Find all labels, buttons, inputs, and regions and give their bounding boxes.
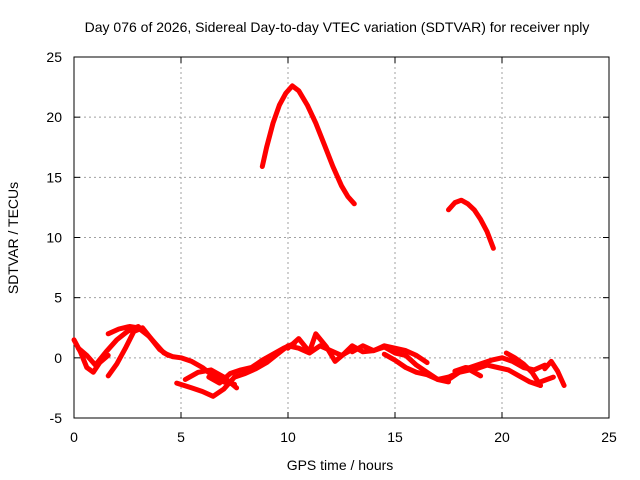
x-tick-label: 20 <box>494 429 510 445</box>
y-tick-label: 0 <box>54 350 62 366</box>
y-tick-label: -5 <box>50 410 63 426</box>
series-line-satellite-7 <box>206 340 297 386</box>
series-line-satellite-16 <box>259 83 357 207</box>
y-tick-label: 10 <box>46 230 62 246</box>
chart-title: Day 076 of 2026, Sidereal Day-to-day VTE… <box>85 19 590 35</box>
series-line-satellite-6 <box>182 367 240 391</box>
series-line-satellite-3 <box>105 325 171 379</box>
series-line-satellite-10 <box>381 351 451 385</box>
series-line-satellite-4 <box>105 324 152 339</box>
axis-ticks: 0 5 10 15 20 25 -5 0 5 10 15 20 25 <box>46 49 617 445</box>
data-series <box>71 83 567 399</box>
y-tick-label: 5 <box>54 290 62 306</box>
x-tick-label: 15 <box>387 429 403 445</box>
y-tick-label: 15 <box>46 169 62 185</box>
x-tick-label: 0 <box>70 429 78 445</box>
series-line-satellite-14 <box>542 358 567 388</box>
x-axis-label: GPS time / hours <box>287 457 394 473</box>
y-axis-label: SDTVAR / TECUs <box>5 182 21 294</box>
y-tick-label: 20 <box>46 109 62 125</box>
x-tick-label: 10 <box>280 429 296 445</box>
series-line-satellite-12 <box>452 362 543 388</box>
series-line-satellite-17 <box>446 197 496 251</box>
gridlines <box>74 57 609 418</box>
y-tick-label: 25 <box>46 49 62 65</box>
series-line-satellite-8 <box>285 331 430 366</box>
series-line-satellite-15 <box>538 374 556 385</box>
x-tick-label: 5 <box>177 429 185 445</box>
series-line-satellite-13 <box>503 350 543 388</box>
x-tick-label: 25 <box>601 429 617 445</box>
